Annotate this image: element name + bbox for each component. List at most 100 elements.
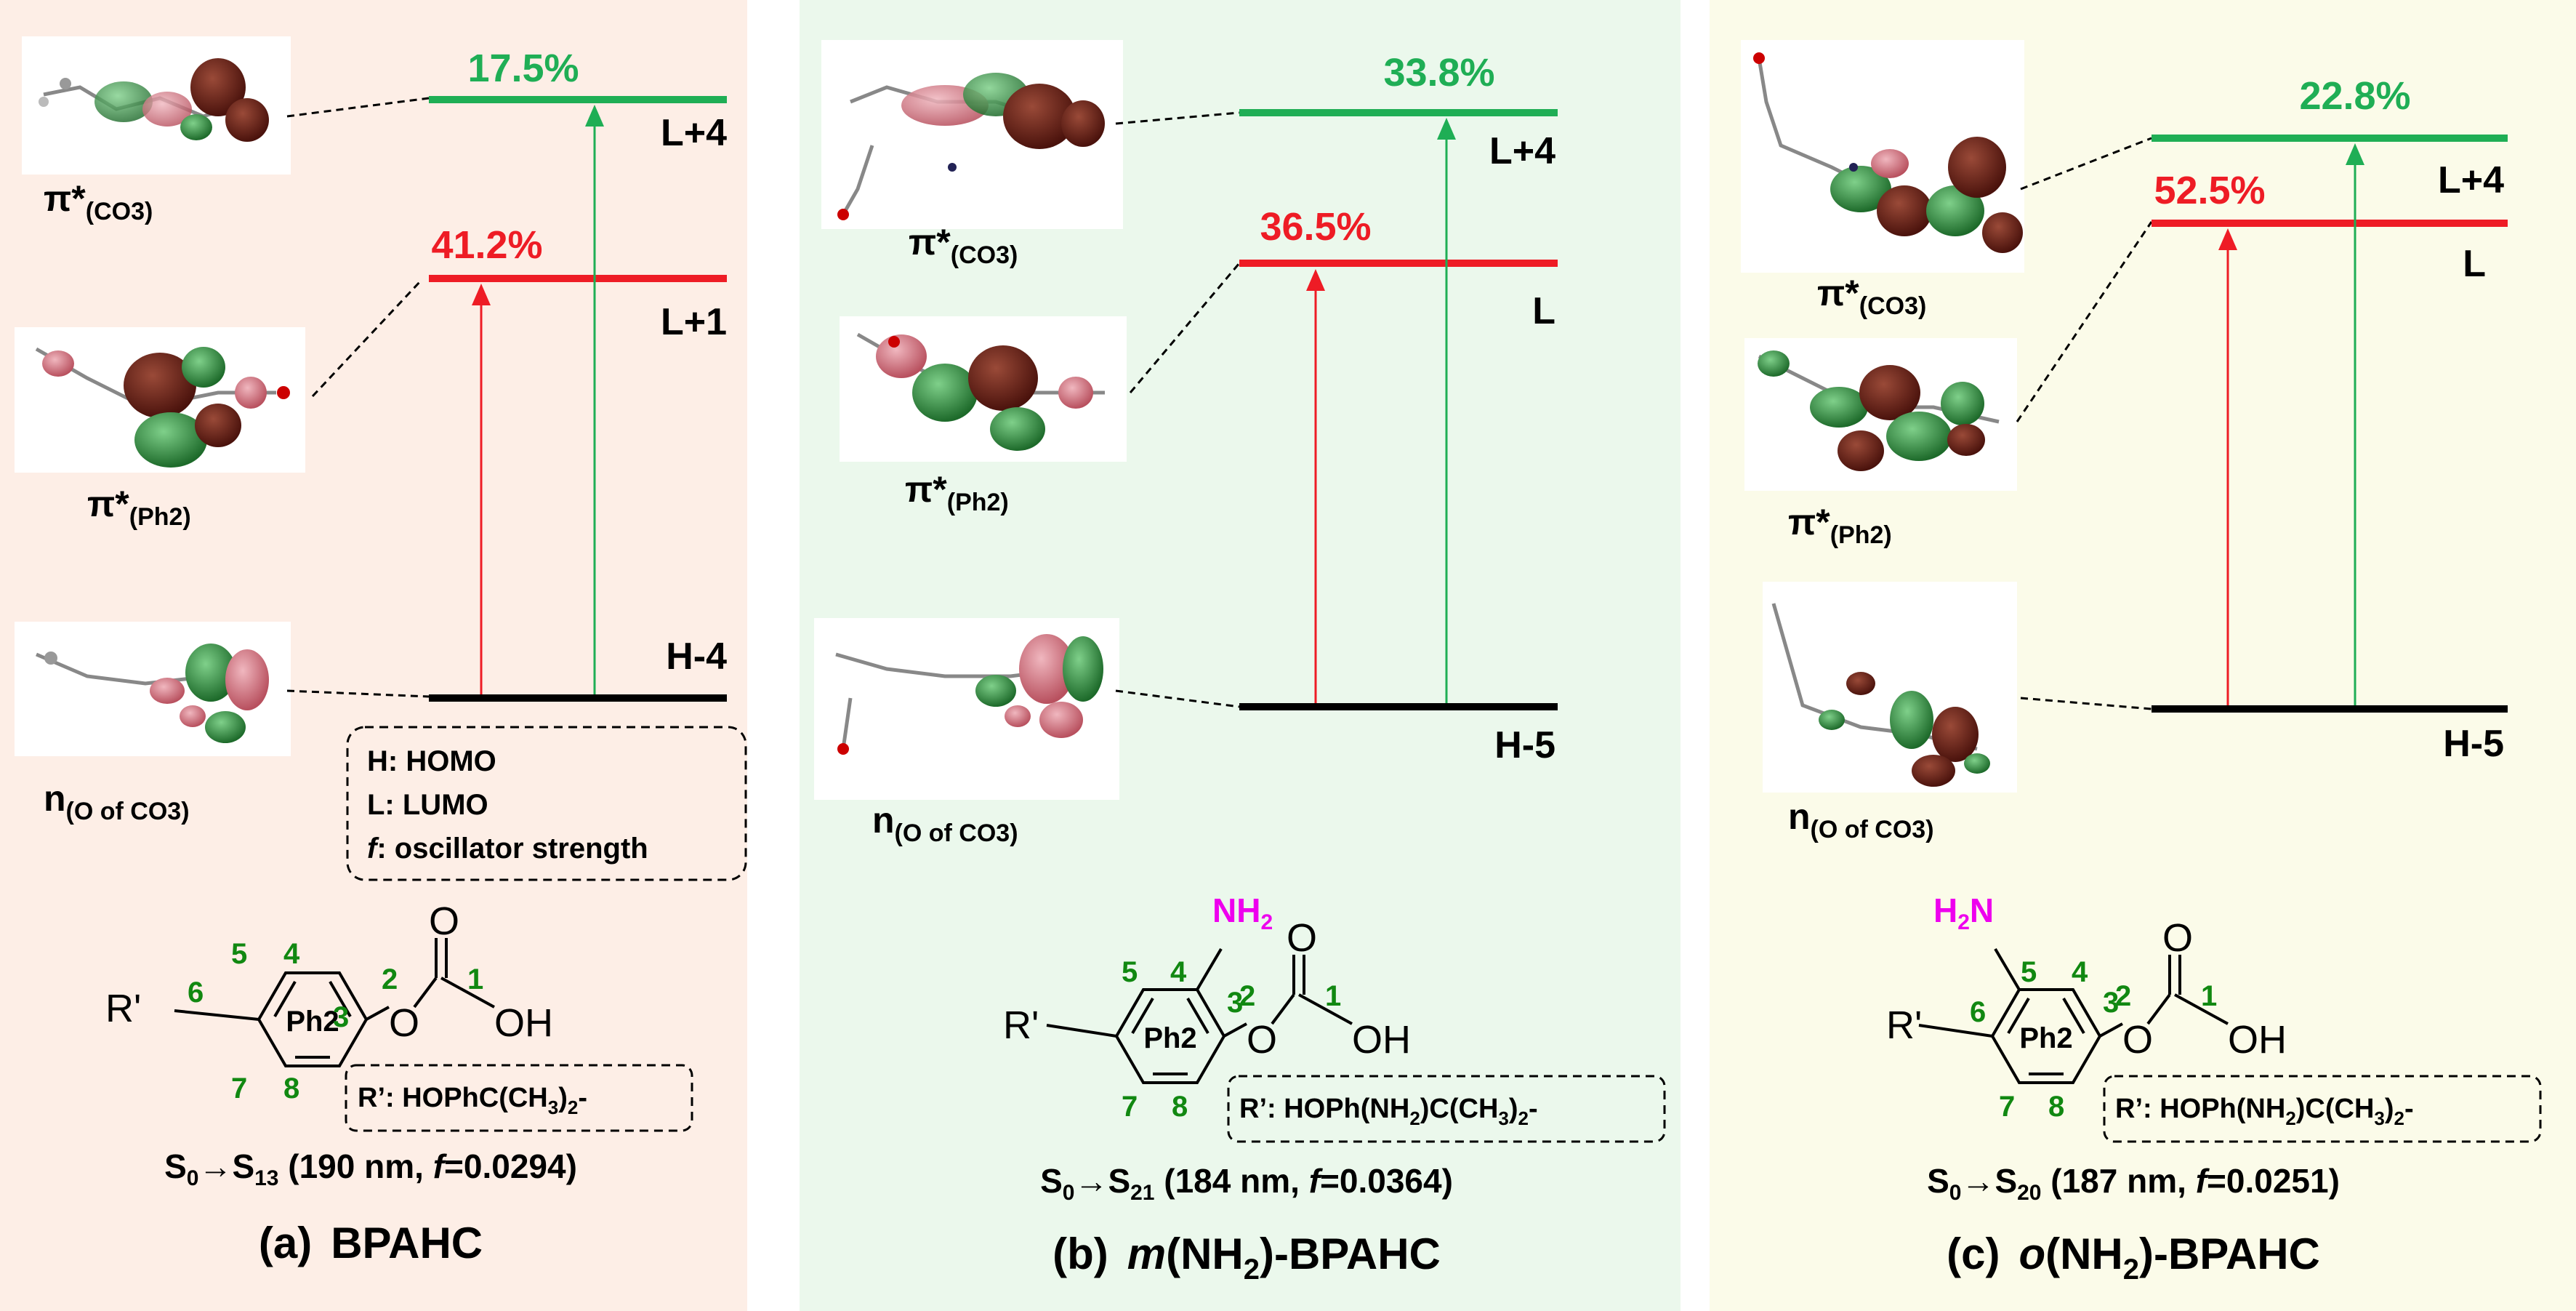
connector-c-middle xyxy=(2016,221,2153,422)
caption-a: (a) BPAHC xyxy=(259,1219,483,1267)
orbital-label-b-upper: π*(CO3) xyxy=(909,222,1018,269)
o-mid-b: O xyxy=(1247,1018,1277,1062)
ring-label-a: Ph2 xyxy=(286,1006,339,1038)
legend-box xyxy=(346,726,747,881)
connector-b-upper xyxy=(1115,111,1240,125)
connector-b-ground xyxy=(1115,689,1240,708)
rprime-box-b xyxy=(1227,1075,1666,1143)
atomnum-a-8: 8 xyxy=(283,1073,299,1104)
percent-c-red: 52.5% xyxy=(2154,169,2265,212)
ring-label-b: Ph2 xyxy=(1143,1022,1196,1054)
o-top-a: O xyxy=(429,899,459,943)
panel-b: π*(CO3) π*(Ph2) n(O of CO3) 33.8% 36.5% … xyxy=(814,40,1666,1286)
orbital-label-a-upper: π*(CO3) xyxy=(44,178,153,225)
orbital-label-c-upper: π*(CO3) xyxy=(1817,273,1926,320)
arrowhead-a-green xyxy=(585,105,604,127)
arrowhead-c-red xyxy=(2218,228,2237,250)
o-mid-a: O xyxy=(389,1001,419,1045)
rprime-def-c: R’: HOPh(NH2)C(CH3)2- xyxy=(2115,1094,2414,1129)
transition-c: S0→S20 (187 nm, f=0.0251) xyxy=(1927,1162,2340,1205)
rprime-def-b: R’: HOPh(NH2)C(CH3)2- xyxy=(1239,1094,1538,1129)
orbital-label-b-middle: π*(Ph2) xyxy=(905,469,1009,516)
rprime-def-a: R’: HOPhC(CH3)2- xyxy=(358,1083,587,1118)
rprime-b: R' xyxy=(1003,1003,1039,1047)
atomnum-b-1: 1 xyxy=(1325,980,1341,1012)
level-label-a-ground: H-4 xyxy=(666,636,727,678)
atomnum-a-4: 4 xyxy=(283,938,300,970)
percent-b-green: 33.8% xyxy=(1383,51,1494,95)
percent-b-red: 36.5% xyxy=(1260,205,1371,249)
atomnum-a-6: 6 xyxy=(188,977,204,1009)
orbital-label-a-ground: n(O of CO3) xyxy=(44,778,190,825)
nh2-b: NH2 xyxy=(1212,891,1273,934)
atomnum-c-6: 6 xyxy=(1970,996,1986,1028)
transition-a: S0→S13 (190 nm, f=0.0294) xyxy=(164,1147,577,1190)
oh-c: OH xyxy=(2228,1018,2287,1062)
orbital-label-c-middle: π*(Ph2) xyxy=(1788,502,1892,549)
o-top-c: O xyxy=(2162,916,2193,960)
panel-a: π*(CO3) π*(Ph2) n(O of CO3) 17.5% 41.2% … xyxy=(15,36,747,1267)
legend-homo: H: HOMO xyxy=(367,745,496,777)
oh-a: OH xyxy=(494,1001,553,1045)
orbital-image-b-middle xyxy=(840,316,1127,462)
structure-b xyxy=(1046,947,1353,1084)
atomnum-b-4: 4 xyxy=(1170,956,1187,988)
atomnum-c-8: 8 xyxy=(2048,1091,2064,1123)
connector-b-middle xyxy=(1129,262,1241,393)
atomnum-b-5: 5 xyxy=(1122,956,1138,988)
percent-a-red: 41.2% xyxy=(431,223,542,267)
orbital-label-b-ground: n(O of CO3) xyxy=(872,800,1018,847)
level-label-c-upper: L+4 xyxy=(2438,159,2504,201)
arrowhead-c-green xyxy=(2346,143,2364,165)
connector-c-upper xyxy=(2020,137,2152,191)
rprime-a: R' xyxy=(105,987,141,1030)
orbital-image-c-upper xyxy=(1741,40,2024,273)
atomnum-b-2: 2 xyxy=(1239,980,1255,1012)
percent-a-green: 17.5% xyxy=(467,47,579,90)
connector-a-middle xyxy=(311,278,423,398)
atomnum-c-2: 2 xyxy=(2115,980,2131,1012)
atomnum-a-1: 1 xyxy=(467,963,483,995)
connector-c-ground xyxy=(2020,697,2152,710)
arrowhead-a-red xyxy=(472,284,491,305)
structure-c xyxy=(1918,947,2229,1084)
atomnum-a-2: 2 xyxy=(382,963,398,995)
atomnum-c-3: 3 xyxy=(2103,987,2119,1019)
orbital-label-a-middle: π*(Ph2) xyxy=(87,484,191,531)
level-label-a-upper: L+4 xyxy=(661,112,727,154)
atomnum-b-8: 8 xyxy=(1172,1091,1188,1123)
legend-lumo: L: LUMO xyxy=(367,789,488,821)
o-mid-c: O xyxy=(2122,1018,2153,1062)
orbital-image-c-ground xyxy=(1763,582,2017,793)
atomnum-a-5: 5 xyxy=(231,938,247,970)
level-label-b-middle: L xyxy=(1532,290,1555,332)
level-label-c-middle: L xyxy=(2463,243,2486,285)
percent-c-green: 22.8% xyxy=(2299,74,2410,118)
orbital-image-b-upper xyxy=(821,40,1123,229)
rprime-box-a xyxy=(345,1064,693,1132)
ring-label-c: Ph2 xyxy=(2019,1022,2072,1054)
level-label-c-ground: H-5 xyxy=(2443,723,2504,765)
oh-b: OH xyxy=(1352,1018,1411,1062)
atomnum-b-3: 3 xyxy=(1227,987,1243,1019)
transition-b: S0→S21 (184 nm, f=0.0364) xyxy=(1040,1162,1453,1205)
atomnum-c-1: 1 xyxy=(2201,980,2217,1012)
h2n-c: H2N xyxy=(1933,891,1994,934)
atomnum-c-7: 7 xyxy=(1999,1091,2015,1123)
orbital-image-a-ground xyxy=(15,622,291,756)
arrowhead-b-green xyxy=(1437,118,1456,140)
atomnum-c-5: 5 xyxy=(2021,956,2037,988)
arrowhead-b-red xyxy=(1306,269,1325,291)
orbital-image-b-ground xyxy=(814,618,1119,800)
rprime-box-c xyxy=(2103,1075,2542,1143)
rprime-c: R' xyxy=(1886,1003,1922,1047)
orbital-image-c-middle xyxy=(1744,338,2017,491)
caption-b: (b) m(NH2)-BPAHC xyxy=(1052,1230,1441,1286)
connector-a-ground xyxy=(286,689,430,698)
orbital-label-c-ground: n(O of CO3) xyxy=(1788,796,1934,843)
level-label-b-upper: L+4 xyxy=(1489,130,1555,172)
caption-c: (c) o(NH2)-BPAHC xyxy=(1947,1230,2320,1286)
atomnum-a-3: 3 xyxy=(333,1001,349,1033)
orbital-image-a-middle xyxy=(15,327,305,473)
